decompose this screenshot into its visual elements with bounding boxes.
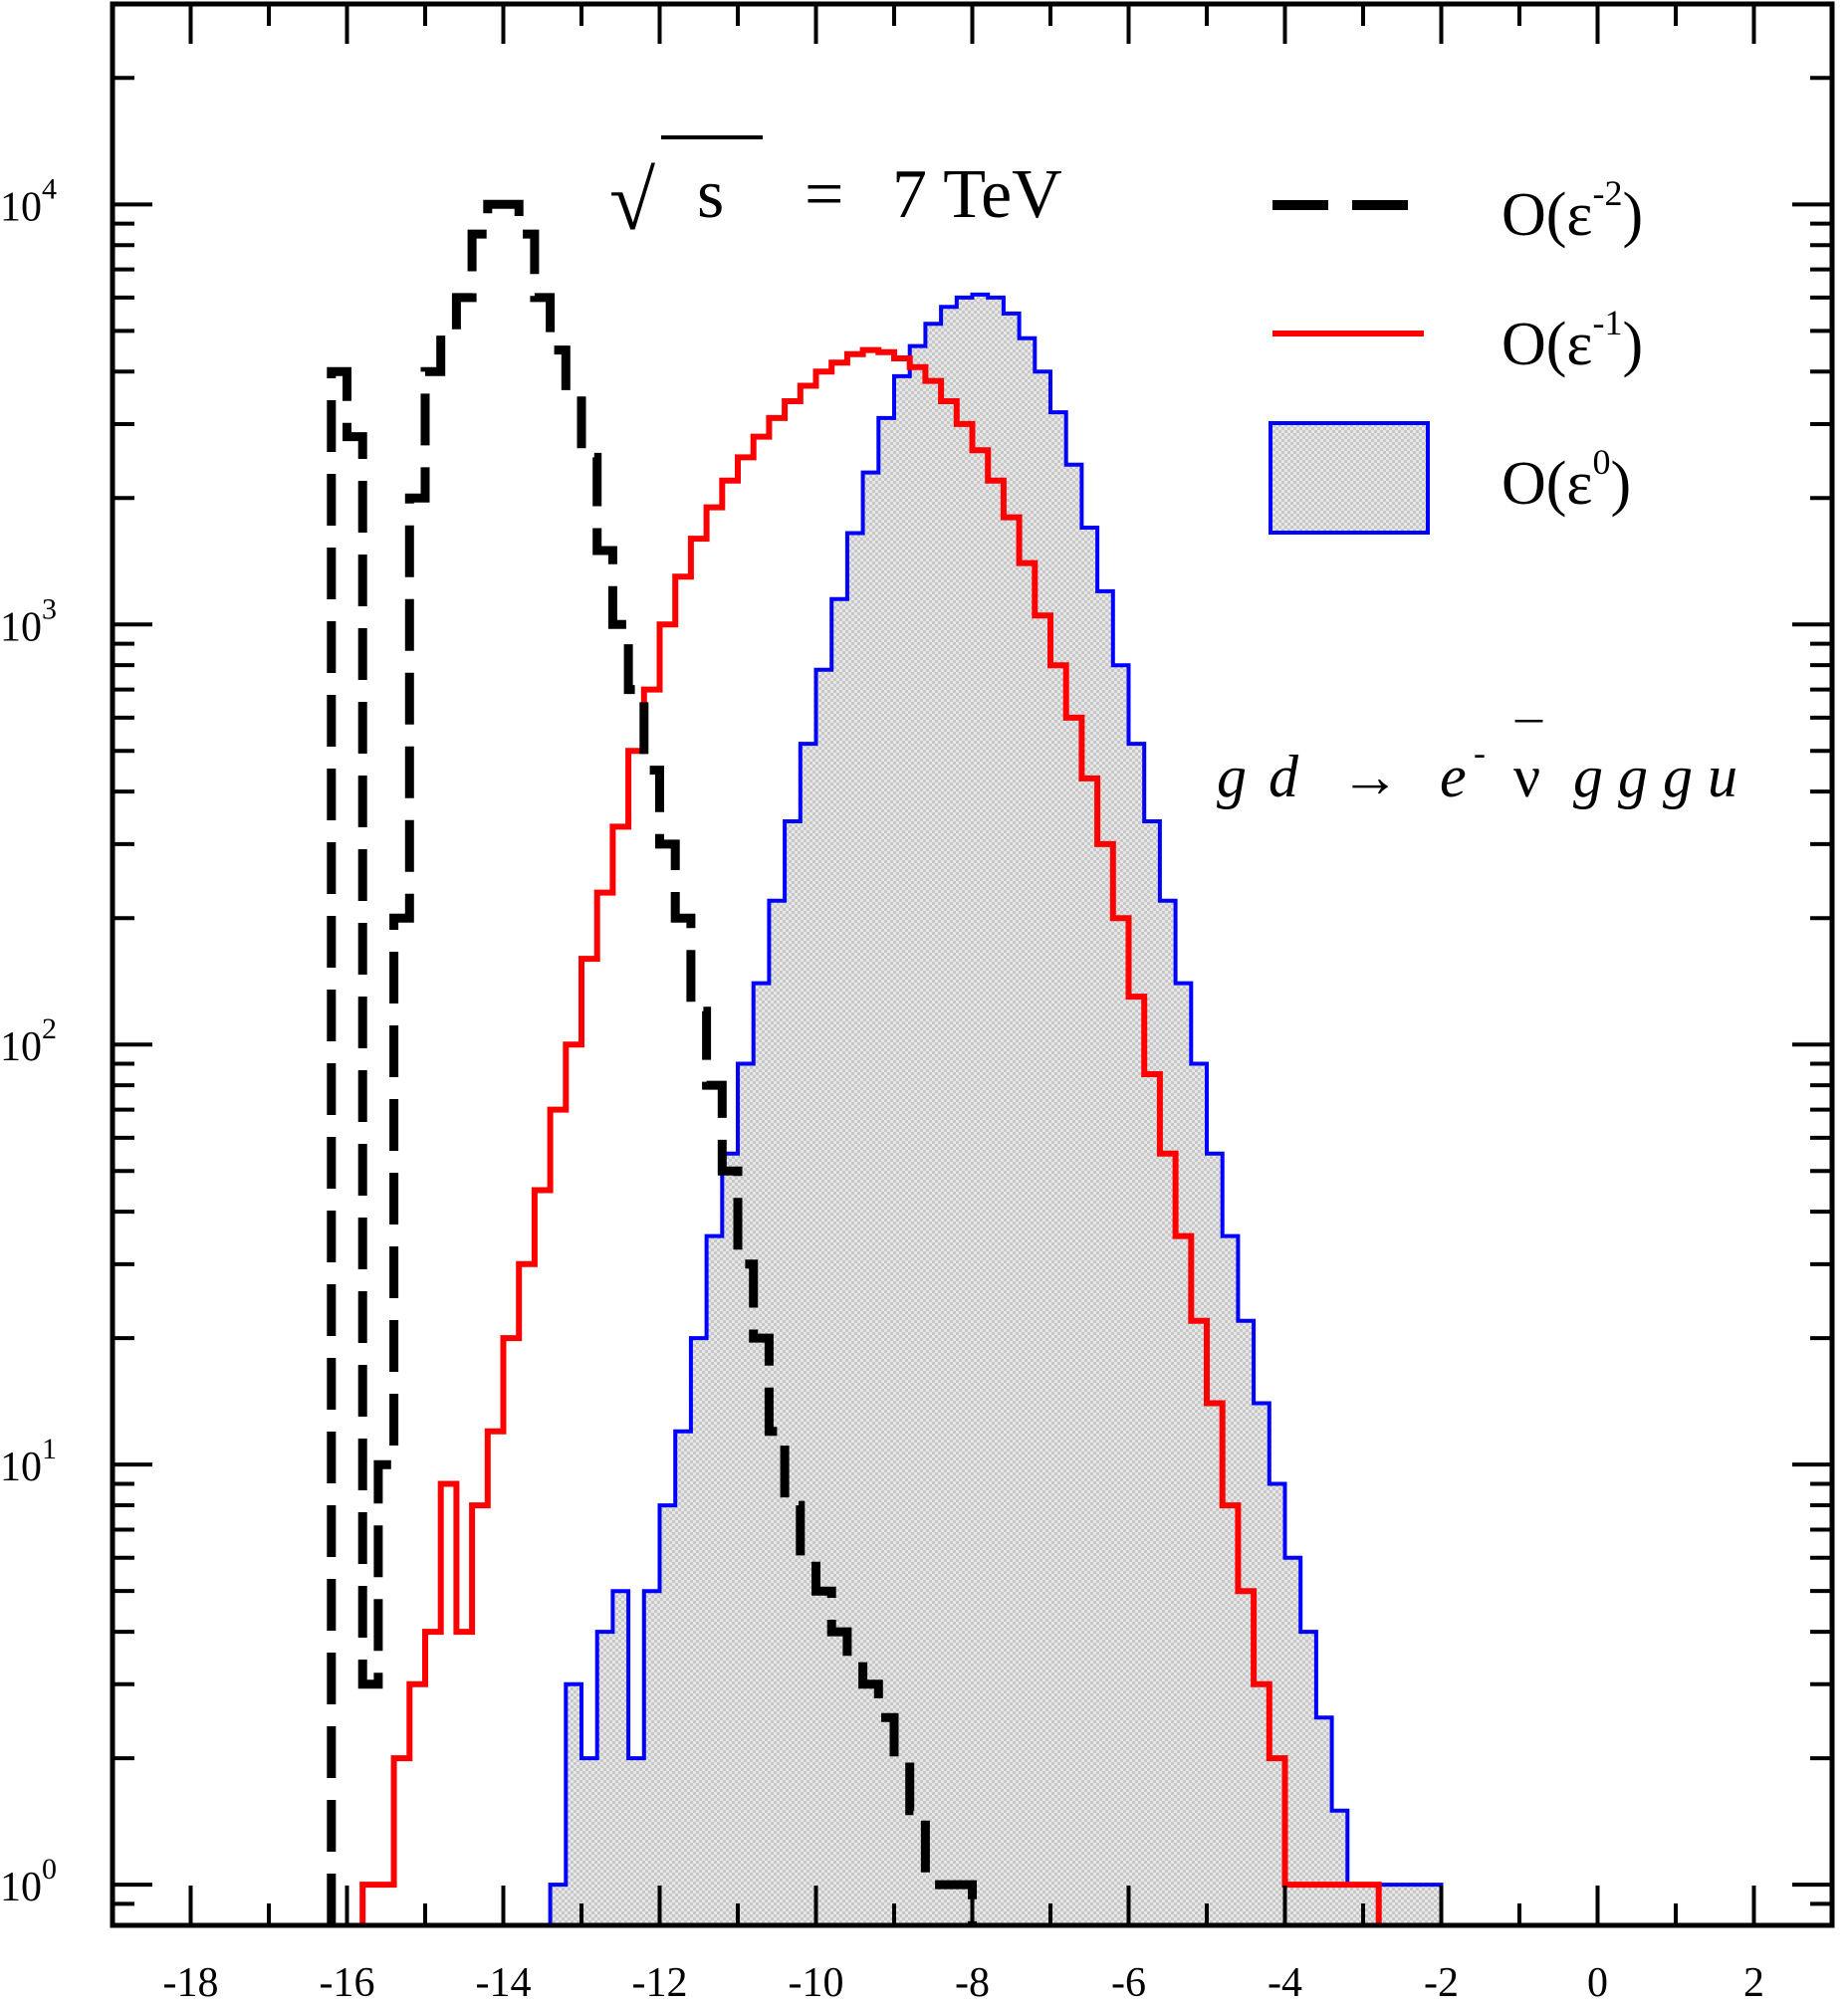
legend: O(ε-2) O(ε-1) O(ε0) bbox=[1269, 173, 1643, 535]
legend-entry-base: O(ε bbox=[1502, 311, 1592, 378]
y-tick-label: 100 bbox=[0, 1853, 57, 1910]
x-tick-label: -8 bbox=[955, 1960, 990, 2006]
legend-entry-exponent: -2 bbox=[1592, 173, 1622, 213]
y-tick-label: 104 bbox=[0, 172, 57, 230]
svg-text:O(ε-2): O(ε-2) bbox=[1502, 173, 1643, 249]
legend-entry-exponent: -1 bbox=[1592, 303, 1622, 342]
process-neutrino-bar: ¯ bbox=[1514, 713, 1543, 773]
legend-entry-order-minus2: O(ε-2) bbox=[1502, 173, 1643, 249]
process-electron-charge: - bbox=[1474, 733, 1486, 773]
y-tick-label: 101 bbox=[0, 1433, 57, 1490]
x-tick-label: -4 bbox=[1268, 1960, 1302, 2006]
x-tick-label: -6 bbox=[1111, 1960, 1146, 2006]
axis-ticks bbox=[111, 2, 1834, 1927]
svg-text:O(ε-1): O(ε-1) bbox=[1502, 303, 1643, 378]
y-tick-labels: 100 101 102 103 104 bbox=[0, 172, 57, 1910]
x-tick-label: -16 bbox=[320, 1960, 375, 2006]
plot-frame bbox=[110, 1, 1835, 1928]
x-tick-label: -12 bbox=[632, 1960, 688, 2006]
x-tick-label: -14 bbox=[476, 1960, 532, 2006]
legend-entry-close: ) bbox=[1622, 311, 1643, 378]
energy-s: s bbox=[697, 156, 724, 233]
legend-entry-close: ) bbox=[1610, 450, 1631, 518]
svg-text:O(ε0): O(ε0) bbox=[1502, 442, 1631, 518]
process-d: d bbox=[1269, 744, 1299, 809]
process-electron: e bbox=[1440, 744, 1467, 809]
energy-value: 7 TeV bbox=[892, 156, 1062, 233]
process-gluons-quark: g g g u bbox=[1573, 744, 1737, 809]
process-annotation: g d → e - ν ¯ g g g u bbox=[1217, 713, 1737, 809]
legend-entry-order-minus1: O(ε-1) bbox=[1502, 303, 1643, 378]
x-tick-label: -10 bbox=[789, 1960, 844, 2006]
process-neutrino: ν bbox=[1513, 744, 1540, 809]
y-tick-label: 102 bbox=[0, 1012, 57, 1070]
legend-entry-close: ) bbox=[1622, 181, 1643, 249]
process-g: g bbox=[1217, 744, 1247, 809]
x-tick-label: -18 bbox=[163, 1960, 219, 2006]
legend-entry-order-0: O(ε0) bbox=[1502, 442, 1631, 518]
legend-swatch-order-0 bbox=[1269, 421, 1430, 535]
legend-entry-base: O(ε bbox=[1502, 181, 1592, 249]
series-order-minus1-line bbox=[359, 346, 1382, 1925]
series-order-0-area bbox=[548, 292, 1444, 1925]
sqrt-symbol: √ bbox=[609, 155, 656, 248]
legend-entry-exponent: 0 bbox=[1592, 442, 1610, 482]
x-tick-label: 0 bbox=[1587, 1960, 1608, 2006]
energy-equals: = bbox=[805, 156, 843, 233]
process-arrow: → bbox=[1340, 744, 1400, 809]
legend-entry-base: O(ε bbox=[1502, 450, 1592, 518]
energy-annotation: √ s = 7 TeV bbox=[609, 135, 1062, 248]
series-order-minus2-line bbox=[327, 199, 977, 1925]
x-tick-labels: -18 -16 -14 -12 -10 -8 -6 -4 -2 0 2 bbox=[163, 1960, 1765, 2006]
series-layer bbox=[327, 199, 1444, 1925]
x-tick-label: -2 bbox=[1424, 1960, 1459, 2006]
y-tick-label: 103 bbox=[0, 592, 57, 650]
x-tick-label: 2 bbox=[1743, 1960, 1764, 2006]
